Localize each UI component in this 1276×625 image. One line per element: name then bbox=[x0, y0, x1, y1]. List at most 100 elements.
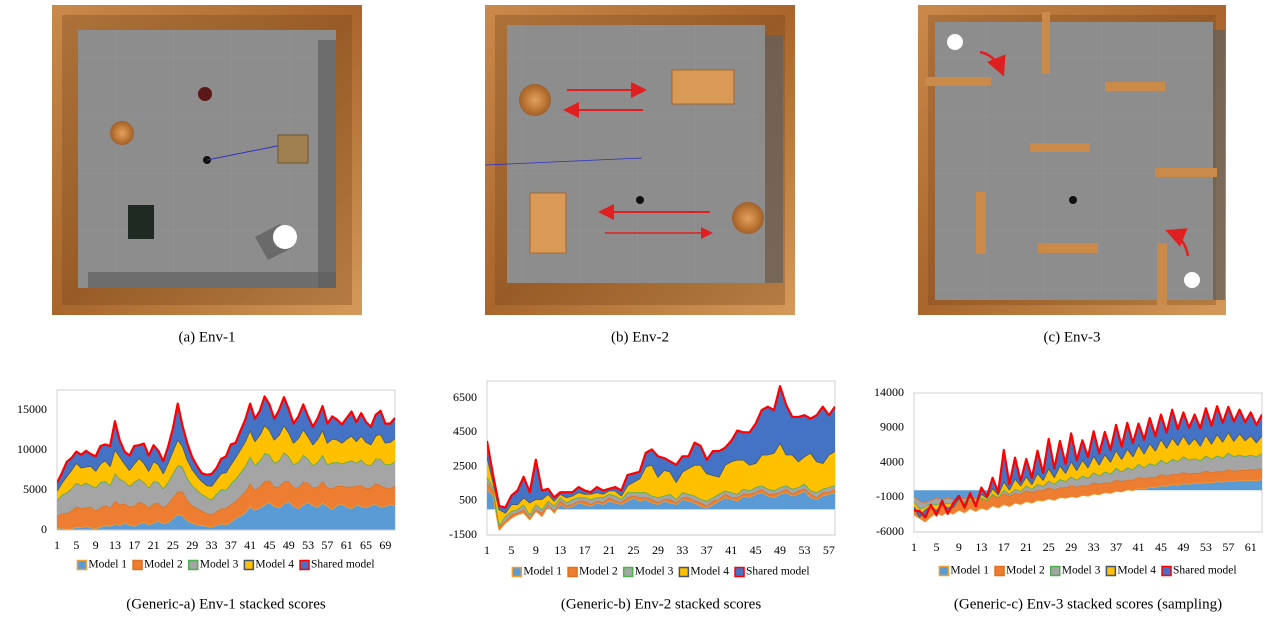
x-tick-label: 29 bbox=[1065, 540, 1077, 554]
legend: Model 1 Model 2 Model 3 Model 4 Shared model bbox=[938, 565, 1237, 577]
x-tick-label: 5 bbox=[933, 540, 939, 554]
y-tick-label: 6500 bbox=[453, 390, 477, 404]
legend-marker bbox=[734, 566, 745, 578]
legend-label: Model 4 bbox=[255, 559, 294, 571]
plot bbox=[57, 395, 395, 530]
x-tick-label: 25 bbox=[167, 538, 179, 552]
x-tick-label: 13 bbox=[975, 540, 987, 554]
x-tick-label: 41 bbox=[1133, 540, 1145, 554]
image-caption: (a) Env-1 bbox=[178, 329, 235, 345]
x-tick-label: 17 bbox=[579, 543, 591, 557]
area bbox=[914, 479, 1262, 522]
legend-label: Model 3 bbox=[200, 559, 239, 571]
legend-marker bbox=[132, 559, 143, 571]
x-tick-label: 37 bbox=[225, 538, 237, 552]
chart: -1500 500 2500 4500 6500 1 5 9 13 17 21 25 29 33 37 41 4… bbox=[449, 380, 836, 612]
legend-label: Model 1 bbox=[523, 566, 562, 578]
legend-label: Model 1 bbox=[950, 565, 989, 577]
x-tick-label: 1 bbox=[484, 543, 490, 557]
chart-caption: (Generic-c) Env-3 stacked scores (sampli… bbox=[954, 596, 1222, 612]
x-tick-label: 37 bbox=[1110, 540, 1122, 554]
y-tick-label: 15000 bbox=[17, 402, 47, 416]
y-tick-label: -6000 bbox=[876, 524, 904, 538]
legend-label: Shared model bbox=[1173, 565, 1237, 577]
legend-marker bbox=[511, 566, 523, 578]
legend-marker bbox=[187, 559, 199, 571]
x-tick-label: 61 bbox=[341, 538, 353, 552]
x-tick-label: 17 bbox=[128, 538, 140, 552]
x-tick-label: 5 bbox=[508, 543, 514, 557]
env-3-image bbox=[918, 5, 1226, 315]
x-tick-label: 53 bbox=[302, 538, 314, 552]
x-tick-label: 21 bbox=[148, 538, 160, 552]
x-tick-label: 21 bbox=[603, 543, 615, 557]
env-1-image bbox=[52, 5, 362, 315]
y-tick-label: 0 bbox=[41, 522, 47, 536]
x-tick-label: 5 bbox=[73, 538, 79, 552]
legend-label: Shared model bbox=[311, 559, 375, 571]
x-tick-label: 33 bbox=[1088, 540, 1100, 554]
x-tick-label: 29 bbox=[652, 543, 664, 557]
x-tick-label: 57 bbox=[321, 538, 333, 552]
x-tick-label: 69 bbox=[379, 538, 391, 552]
legend-marker bbox=[243, 559, 255, 571]
plot bbox=[914, 405, 1262, 523]
area-edge bbox=[57, 395, 395, 484]
legend-label: Model 1 bbox=[88, 559, 127, 571]
x-tick-label: 1 bbox=[54, 538, 60, 552]
x-tick-label: 25 bbox=[628, 543, 640, 557]
area bbox=[57, 425, 395, 501]
x-tick-label: 13 bbox=[109, 538, 121, 552]
x-tick-label: 33 bbox=[206, 538, 218, 552]
legend: Model 1 Model 2 Model 3 Model 4 Shared model bbox=[511, 566, 810, 578]
legend-marker bbox=[1105, 565, 1117, 577]
x-tick-label: 33 bbox=[676, 543, 688, 557]
legend-label: Shared model bbox=[746, 566, 810, 578]
x-tick-label: 65 bbox=[360, 538, 372, 552]
x-tick-label: 9 bbox=[956, 540, 962, 554]
y-tick-label: 10000 bbox=[17, 442, 47, 456]
x-tick-label: 9 bbox=[533, 543, 539, 557]
area bbox=[57, 396, 395, 491]
x-tick-label: 53 bbox=[1200, 540, 1212, 554]
y-tick-label: 500 bbox=[459, 493, 477, 507]
legend-marker bbox=[1161, 565, 1172, 577]
x-tick-label: 25 bbox=[1043, 540, 1055, 554]
x-tick-label: 57 bbox=[1222, 540, 1234, 554]
x-tick-label: 41 bbox=[244, 538, 256, 552]
chart-caption: (Generic-a) Env-1 stacked scores bbox=[126, 596, 326, 612]
area bbox=[57, 480, 395, 530]
legend-label: Model 2 bbox=[144, 559, 183, 571]
legend-marker bbox=[299, 559, 310, 571]
legend-marker bbox=[567, 566, 578, 578]
x-tick-label: 17 bbox=[998, 540, 1010, 554]
legend-marker bbox=[1049, 565, 1061, 577]
x-tick-label: 13 bbox=[554, 543, 566, 557]
area bbox=[57, 452, 395, 517]
legend-label: Model 4 bbox=[1117, 565, 1156, 577]
x-tick-label: 45 bbox=[263, 538, 275, 552]
x-tick-label: 49 bbox=[774, 543, 786, 557]
area bbox=[487, 386, 835, 513]
legend: Model 1 Model 2 Model 3 Model 4 Shared model bbox=[76, 559, 375, 571]
y-tick-label: 14000 bbox=[874, 385, 904, 399]
image-caption: (c) Env-3 bbox=[1043, 329, 1100, 345]
legend-marker bbox=[938, 565, 950, 577]
area bbox=[914, 431, 1262, 517]
x-tick-label: 21 bbox=[1020, 540, 1032, 554]
env-2-image bbox=[484, 5, 795, 315]
y-tick-label: 4500 bbox=[453, 424, 477, 438]
area bbox=[914, 468, 1262, 522]
x-tick-label: 45 bbox=[750, 543, 762, 557]
y-tick-label: -1000 bbox=[876, 489, 904, 503]
x-tick-label: 1 bbox=[911, 540, 917, 554]
plot bbox=[487, 385, 835, 531]
x-tick-label: 9 bbox=[93, 538, 99, 552]
area bbox=[487, 442, 835, 525]
x-tick-label: 53 bbox=[798, 543, 810, 557]
legend-marker bbox=[622, 566, 634, 578]
x-tick-label: 49 bbox=[283, 538, 295, 552]
y-tick-label: 2500 bbox=[453, 458, 477, 472]
chart-caption: (Generic-b) Env-2 stacked scores bbox=[561, 596, 761, 612]
